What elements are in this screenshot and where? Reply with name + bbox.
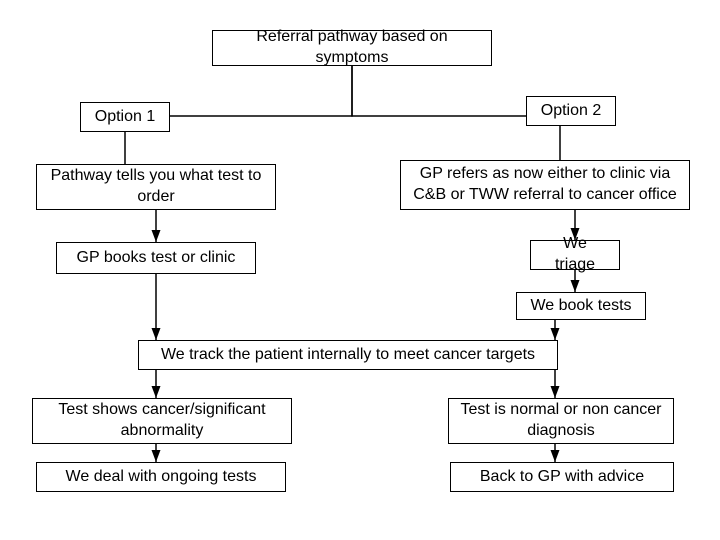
node-title: Referral pathway based on symptoms [212,30,492,66]
node-backGP-label: Back to GP with advice [480,467,644,488]
node-backGP: Back to GP with advice [450,462,674,492]
node-pathTells-label: Pathway tells you what test to order [47,166,265,208]
node-weTrack: We track the patient internally to meet … [138,340,558,370]
node-title-label: Referral pathway based on symptoms [223,27,481,69]
node-weDeal: We deal with ongoing tests [36,462,286,492]
node-opt1-label: Option 1 [95,107,155,128]
node-weTrack-label: We track the patient internally to meet … [161,345,535,366]
node-weTriage: We triage [530,240,620,270]
node-weBookTests: We book tests [516,292,646,320]
edge-title-opt2 [352,66,526,116]
node-testNormal-label: Test is normal or non cancer diagnosis [459,400,663,442]
node-weTriage-label: We triage [541,234,609,276]
node-testNormal: Test is normal or non cancer diagnosis [448,398,674,444]
node-opt2: Option 2 [526,96,616,126]
node-gpBooks: GP books test or clinic [56,242,256,274]
edge-title-opt1 [170,66,352,116]
node-pathTells: Pathway tells you what test to order [36,164,276,210]
node-gpRefers: GP refers as now either to clinic via C&… [400,160,690,210]
node-opt1: Option 1 [80,102,170,132]
node-testCancer-label: Test shows cancer/significant abnormalit… [43,400,281,442]
node-weBookTests-label: We book tests [530,296,631,317]
node-testCancer: Test shows cancer/significant abnormalit… [32,398,292,444]
node-gpBooks-label: GP books test or clinic [77,248,236,269]
node-opt2-label: Option 2 [541,101,601,122]
node-weDeal-label: We deal with ongoing tests [66,467,257,488]
node-gpRefers-label: GP refers as now either to clinic via C&… [411,164,679,206]
